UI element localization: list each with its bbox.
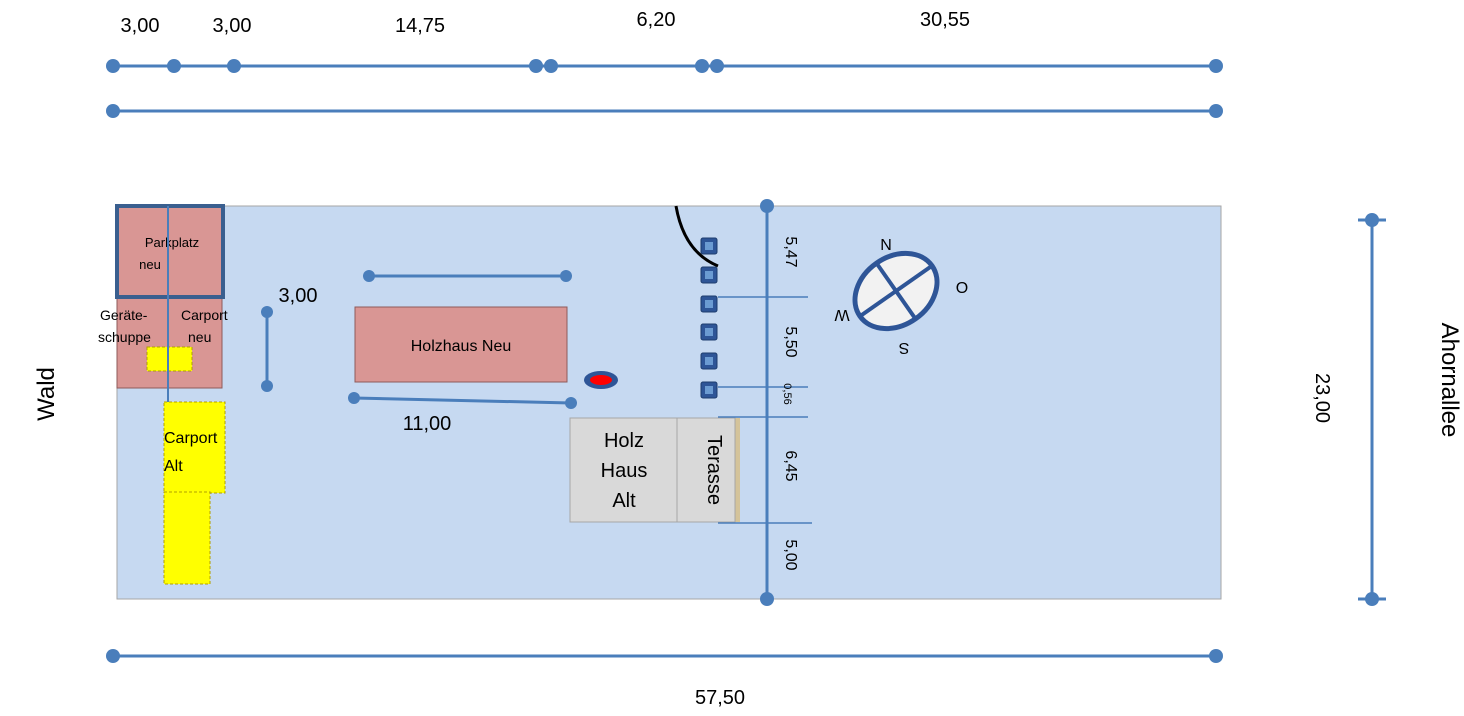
vdim-5: 5,00 (782, 539, 799, 570)
holzhaus-width-label: 11,00 (403, 413, 452, 435)
top-dim-2: 3,00 (213, 15, 252, 37)
vdim-2: 5,50 (782, 326, 799, 357)
label-carport-neu: Carport neu (181, 307, 228, 345)
dim-point (1209, 59, 1223, 73)
terrasse (676, 417, 736, 523)
label-holzhaus-neu: Holzhaus Neu (411, 338, 512, 355)
label-holzhaus-alt: Holz Haus Alt (601, 430, 648, 512)
top-dim-5: 30,55 (920, 9, 970, 31)
holzhaus-alt (569, 417, 679, 523)
small-yellow-box (146, 346, 193, 372)
carport-neu-block (116, 295, 223, 389)
label-terrasse: Terasse (703, 435, 725, 505)
top-dim-1: 3,00 (121, 15, 160, 37)
gap-dim-label: 3,00 (279, 285, 318, 307)
vdim-4: 6,45 (782, 450, 799, 481)
gap-dimension (261, 306, 273, 392)
dim-point (710, 59, 724, 73)
dim-point (227, 59, 241, 73)
boundary-arc (674, 205, 719, 268)
holzhaus-neu (354, 306, 568, 383)
compass (852, 250, 940, 332)
top-dim-3: 14,75 (395, 15, 445, 37)
compass-s: S (899, 339, 910, 356)
vdim-1: 5,47 (782, 236, 799, 267)
bottom-dimension-line (106, 649, 1223, 663)
carport-alt (163, 401, 226, 494)
vdim-3: 0,56 (781, 383, 793, 404)
vertical-dimension-chain (718, 199, 812, 606)
compass-n: N (880, 237, 892, 254)
label-ahornallee: Ahornallee (1436, 323, 1463, 438)
parkplatz-neu (115, 204, 225, 299)
right-dimension-line (1358, 213, 1386, 606)
dim-point (106, 59, 120, 73)
dim-point (544, 59, 558, 73)
bottom-dim-label: 57,50 (695, 687, 745, 709)
top-dim-4: 6,20 (637, 9, 676, 31)
top-dimension-chain (106, 59, 1223, 73)
dim-point (529, 59, 543, 73)
carport-alt-ext (163, 491, 211, 585)
label-parkplatz: Parkplatz neu (139, 235, 199, 272)
dim-point (695, 59, 709, 73)
label-carport-alt: Carport Alt (164, 430, 218, 475)
holzhaus-top-line (363, 270, 572, 282)
top-overall-line (106, 104, 1223, 118)
right-dim-label: 23,00 (1311, 373, 1333, 423)
dim-point (167, 59, 181, 73)
compass-o: O (956, 280, 968, 297)
holzhaus-width-line (348, 392, 577, 409)
compass-w: W (834, 306, 850, 323)
label-wald: Wald (33, 367, 60, 421)
label-geraeteschuppe: Geräte-schuppe (98, 307, 151, 345)
plot-area (116, 205, 1222, 600)
